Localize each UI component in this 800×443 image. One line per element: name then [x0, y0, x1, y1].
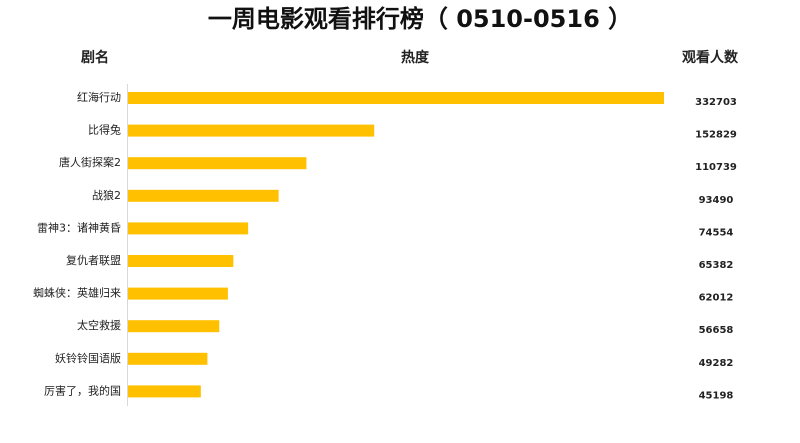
chart-title: 一周电影观看排行榜（ 0510-0516 ） [208, 5, 632, 33]
category-label: 复仇者联盟 [66, 253, 121, 267]
column-header: 热度 [401, 49, 430, 66]
value-label: 332703 [695, 97, 737, 108]
category-label: 唐人街探案2 [59, 155, 121, 169]
value-label: 62012 [699, 293, 734, 304]
category-label: 太空救援 [77, 318, 121, 332]
bar [128, 157, 307, 170]
value-label: 74554 [699, 227, 734, 238]
category-label: 蜘蛛侠：英雄归来 [33, 286, 121, 300]
value-label: 49282 [699, 358, 734, 369]
bar [128, 124, 375, 137]
bar [128, 222, 249, 235]
value-label: 45198 [699, 390, 734, 401]
value-label: 152829 [695, 130, 737, 141]
category-label: 妖铃铃国语版 [55, 351, 121, 365]
category-label: 战狼2 [92, 188, 121, 202]
column-header: 观看人数 [682, 49, 739, 66]
bar [128, 189, 279, 202]
value-label: 56658 [699, 325, 734, 336]
bar [128, 287, 228, 300]
category-label: 比得兔 [88, 123, 121, 137]
category-label: 厉害了，我的国 [44, 383, 121, 397]
value-label: 93490 [699, 195, 734, 206]
bar [128, 352, 208, 365]
value-label: 110739 [695, 162, 737, 173]
bar [128, 385, 201, 398]
bar [128, 320, 220, 333]
bar [128, 255, 234, 267]
category-label: 红海行动 [77, 90, 121, 104]
value-label: 65382 [699, 260, 734, 271]
column-header: 剧名 [81, 49, 109, 66]
category-label: 雷神3：诸神黄昏 [37, 220, 121, 234]
bar [128, 92, 664, 104]
